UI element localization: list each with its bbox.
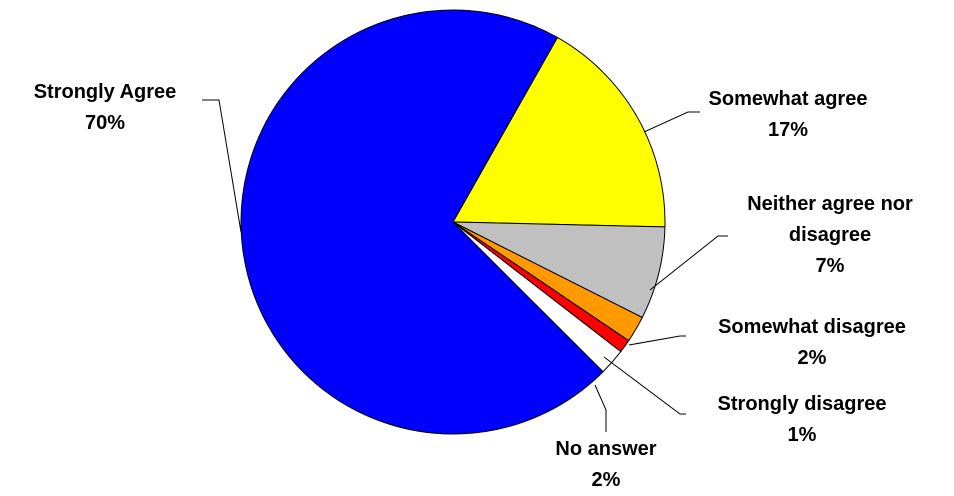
leader-lines	[202, 99, 728, 432]
slice-percent-label: 70%	[85, 112, 125, 134]
leader-line	[594, 384, 607, 432]
leader-line	[649, 235, 728, 291]
leader-line	[202, 99, 242, 233]
leader-line	[603, 356, 686, 415]
leader-line	[643, 111, 700, 133]
slice-category-label: No answer	[555, 438, 656, 460]
slice-category-label: Neither agree nor	[747, 193, 913, 215]
slice-labels: Somewhat agree 17% Neither agree nor disagr…	[34, 81, 913, 491]
slice-category-label: disagree	[789, 224, 871, 246]
slice-category-label: Somewhat disagree	[718, 316, 906, 338]
leader-line	[628, 335, 686, 346]
slice-category-label: Strongly disagree	[718, 393, 887, 415]
slice-percent-label: 7%	[816, 255, 845, 277]
pie-slices	[240, 9, 666, 435]
pie-slice	[452, 36, 666, 228]
slice-percent-label: 2%	[798, 347, 827, 369]
slice-category-label: Somewhat agree	[709, 88, 868, 110]
slice-percent-label: 2%	[592, 469, 621, 491]
slice-percent-label: 17%	[768, 119, 808, 141]
slice-category-label: Strongly Agree	[34, 81, 177, 103]
pie-slice	[240, 9, 604, 435]
slice-percent-label: 1%	[788, 424, 817, 446]
